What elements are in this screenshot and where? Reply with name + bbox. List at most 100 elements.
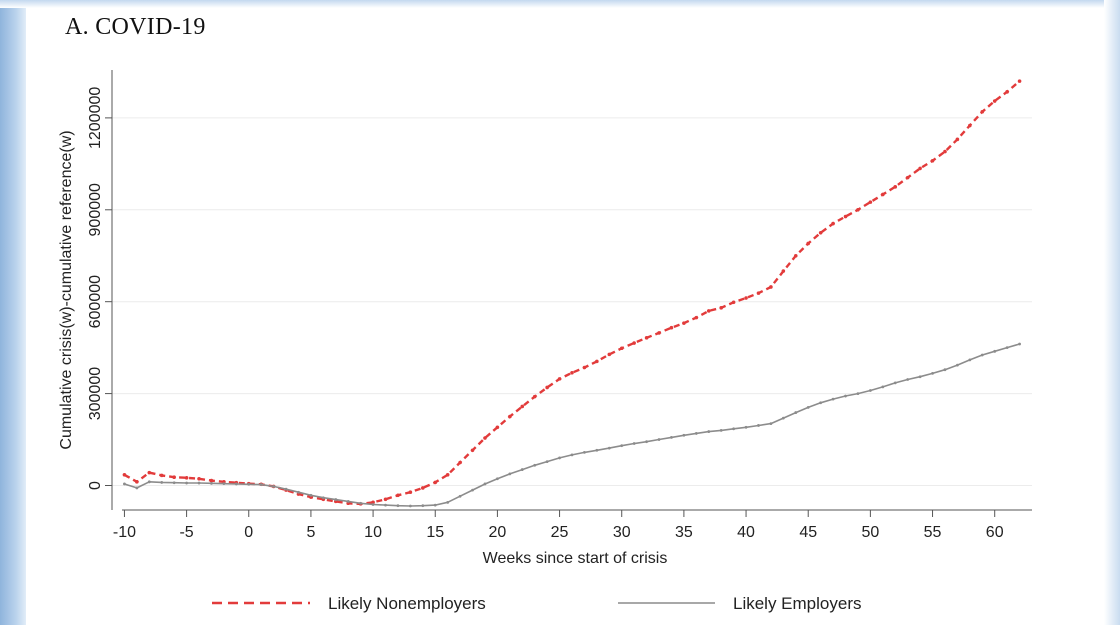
data-point	[583, 451, 586, 454]
data-point	[272, 485, 276, 488]
data-point	[433, 503, 437, 507]
data-point	[893, 185, 898, 189]
data-point	[172, 481, 176, 485]
data-point	[694, 315, 699, 320]
data-point	[297, 490, 300, 494]
x-tick-label: 35	[675, 524, 693, 541]
data-point	[956, 363, 959, 367]
data-point	[819, 401, 823, 405]
data-point	[806, 241, 811, 246]
data-point	[719, 428, 723, 432]
right-edge-gradient	[1104, 0, 1120, 625]
data-point	[881, 192, 885, 197]
data-point	[383, 497, 388, 502]
data-point	[558, 456, 561, 460]
data-point	[197, 476, 201, 481]
data-point	[545, 460, 549, 463]
data-point	[769, 422, 773, 426]
data-point	[682, 321, 686, 325]
data-point	[806, 405, 810, 409]
data-point	[570, 370, 574, 375]
data-point	[931, 371, 934, 375]
data-point	[793, 253, 798, 258]
data-point	[744, 296, 748, 300]
data-point	[284, 487, 288, 491]
axis-layer: 0 300000 600000 900000 1200000 -10 -5 0 5 10 15 20 2…	[87, 70, 1032, 541]
x-tick-label: 60	[986, 524, 1004, 541]
data-point	[334, 498, 338, 501]
data-point	[247, 482, 251, 486]
series-line-nonemployers	[123, 80, 1021, 506]
data-point	[881, 385, 885, 389]
y-tick-label: 900000	[87, 183, 104, 236]
data-point	[159, 473, 164, 478]
data-point	[421, 486, 425, 490]
data-point	[557, 377, 562, 381]
data-point	[185, 481, 188, 485]
data-point	[1017, 79, 1022, 83]
data-point	[371, 503, 375, 506]
data-point	[135, 486, 139, 490]
data-point	[172, 475, 176, 480]
data-point	[669, 325, 674, 330]
data-point	[210, 481, 213, 485]
data-point	[222, 482, 226, 486]
data-point	[408, 490, 413, 495]
data-point	[495, 425, 500, 430]
x-tick-label: 30	[613, 524, 631, 541]
data-point	[532, 394, 537, 399]
x-tick-label: -5	[179, 524, 193, 541]
series-line-employers	[124, 343, 1020, 507]
data-point	[520, 468, 524, 471]
data-point	[706, 309, 711, 313]
data-point	[769, 285, 773, 289]
data-point	[682, 433, 686, 437]
data-point	[844, 394, 847, 398]
data-point	[483, 436, 487, 440]
data-point	[458, 494, 462, 498]
data-point	[1018, 342, 1021, 346]
data-point	[496, 477, 499, 481]
y-tick-label: 0	[87, 481, 104, 490]
x-tick-label: 40	[737, 524, 755, 541]
data-point	[968, 123, 972, 128]
data-point	[135, 480, 139, 484]
data-point	[570, 453, 574, 457]
x-tick-label: -10	[113, 524, 136, 541]
data-point	[943, 368, 947, 372]
data-point	[856, 392, 860, 395]
data-point	[123, 482, 126, 486]
legend-label-employers: Likely Employers	[733, 594, 862, 613]
data-point	[483, 482, 487, 486]
x-tick-label: 20	[489, 524, 507, 541]
grid-layer	[112, 117, 1032, 486]
data-point	[396, 504, 400, 508]
data-point	[508, 472, 512, 476]
data-point	[644, 336, 649, 340]
y-tick-label: 300000	[87, 367, 104, 420]
data-point	[433, 480, 438, 485]
data-point	[209, 478, 214, 483]
data-point	[757, 424, 760, 427]
data-point	[545, 385, 549, 390]
data-point	[657, 331, 661, 335]
data-point	[906, 378, 910, 381]
data-point	[147, 470, 152, 475]
x-tick-label: 50	[861, 524, 879, 541]
data-point	[384, 503, 387, 507]
data-point	[794, 411, 798, 414]
data-point	[781, 416, 785, 420]
data-point	[607, 446, 611, 450]
data-point	[756, 291, 761, 295]
data-point	[645, 440, 648, 444]
y-tick-label: 1200000	[87, 87, 104, 149]
data-point	[831, 221, 835, 226]
x-tick-label: 55	[924, 524, 942, 541]
data-point	[719, 306, 723, 310]
data-point	[197, 481, 201, 485]
data-point	[955, 137, 960, 142]
data-point	[160, 481, 164, 484]
y-axis-title: Cumulative crisis(w)-cumulative referenc…	[58, 130, 75, 449]
data-point	[732, 427, 736, 431]
data-point	[1005, 346, 1009, 350]
